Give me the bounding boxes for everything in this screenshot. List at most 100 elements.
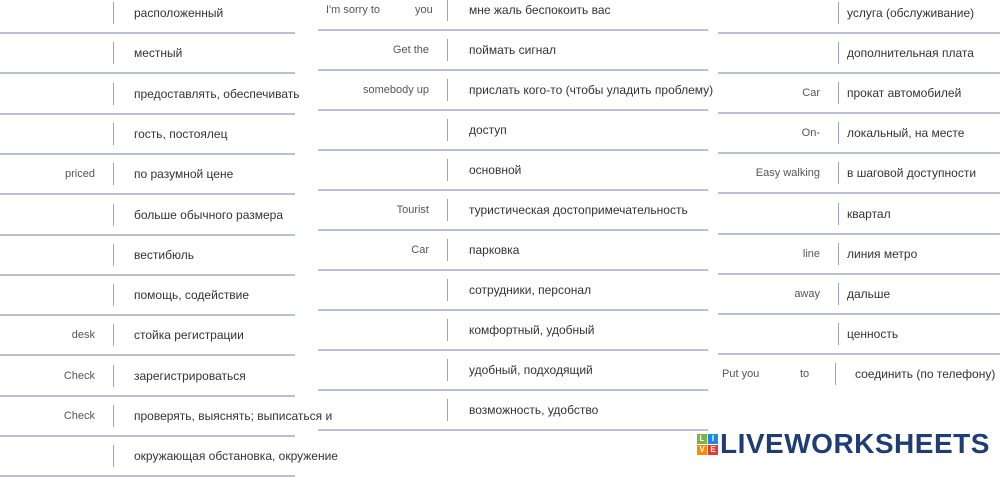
- russian-translation: гость, постоялец: [134, 126, 228, 141]
- answer-drop-area[interactable]: [0, 275, 111, 315]
- answer-drop-area[interactable]: [318, 150, 445, 190]
- row-separator: [718, 192, 1000, 195]
- divider: [838, 42, 839, 65]
- answer-drop-area[interactable]: [718, 33, 836, 73]
- divider: [447, 239, 448, 261]
- russian-translation: предоставлять, обеспечивать: [134, 86, 300, 101]
- answer-drop-area[interactable]: [0, 114, 111, 154]
- match-row: Check проверять, выяснять; выписаться и: [0, 396, 332, 437]
- match-row: возможность, удобство: [318, 390, 708, 431]
- row-separator: [318, 389, 708, 391]
- divider: [447, 319, 448, 341]
- answer-drop-area[interactable]: [0, 33, 111, 73]
- english-phrase: Check: [63, 369, 95, 382]
- match-row: помощь, содействие: [0, 275, 295, 317]
- match-row: Put you to соединить (по телефону): [718, 354, 1000, 394]
- answer-drop-area[interactable]: [0, 235, 111, 275]
- row-separator: [0, 193, 295, 196]
- logo-tile: I: [708, 433, 718, 444]
- match-row: услуга (обслуживание): [718, 0, 1000, 34]
- divider: [113, 82, 114, 105]
- divider: [838, 162, 839, 185]
- answer-drop-area[interactable]: [318, 270, 445, 310]
- divider: [447, 199, 448, 221]
- match-row: Easy walking в шаговой доступности: [718, 153, 1000, 195]
- russian-translation: возможность, удобство: [469, 403, 599, 417]
- match-row: line линия метро: [718, 234, 1000, 275]
- match-row: местный: [0, 33, 295, 75]
- answer-drop-area[interactable]: [318, 350, 445, 390]
- russian-translation: ценность: [847, 326, 899, 341]
- divider: [113, 364, 114, 387]
- answer-drop-area[interactable]: [318, 310, 445, 350]
- match-row: сотрудники, персонал: [318, 270, 708, 311]
- russian-translation: в шаговой доступности: [847, 166, 977, 181]
- russian-translation: окружающая обстановка, окружение: [134, 449, 338, 464]
- russian-translation: удобный, подходящий: [469, 363, 593, 377]
- russian-translation: проверять, выяснять; выписаться и: [134, 409, 333, 423]
- divider: [113, 405, 114, 427]
- logo-tile: L: [697, 433, 707, 444]
- match-row: desk стойка регистрации: [0, 315, 295, 357]
- row-separator: [318, 109, 708, 111]
- logo-tiles-icon: L I V E: [697, 433, 718, 455]
- row-separator: [0, 314, 295, 317]
- match-row: On-локальный, на месте: [718, 113, 1000, 155]
- row-separator: [318, 29, 708, 31]
- row-separator: [318, 269, 708, 271]
- russian-translation: прислать кого-то (чтобы уладить проблему…: [469, 83, 714, 97]
- row-separator: [718, 152, 1000, 155]
- answer-drop-area[interactable]: [318, 390, 445, 430]
- divider: [838, 242, 839, 265]
- russian-translation: услуга (обслуживание): [847, 6, 975, 20]
- divider: [447, 0, 448, 21]
- divider: [447, 119, 448, 141]
- divider: [447, 279, 448, 301]
- russian-translation: местный: [134, 46, 183, 61]
- divider: [838, 282, 839, 305]
- russian-translation: туристическая достопримечательность: [469, 203, 688, 217]
- divider: [447, 79, 448, 101]
- english-phrase: On-: [801, 127, 820, 140]
- russian-translation: комфортный, удобный: [469, 323, 595, 337]
- answer-drop-area[interactable]: [718, 314, 836, 354]
- divider: [113, 203, 114, 226]
- divider: [838, 82, 839, 105]
- match-row: расположенный: [0, 0, 295, 34]
- divider: [113, 2, 114, 24]
- match-row: Car парковка: [318, 230, 708, 271]
- match-row: предоставлять, обеспечивать: [0, 74, 300, 115]
- row-separator: [718, 312, 1000, 315]
- match-row: Check зарегистрироваться: [0, 356, 295, 397]
- row-separator: [0, 273, 295, 276]
- russian-translation: парковка: [469, 243, 520, 257]
- russian-translation: мне жаль беспокоить вас: [469, 3, 611, 17]
- answer-drop-area[interactable]: [0, 0, 111, 33]
- liveworksheets-logo: L I V E LIVEWORKSHEETS: [697, 428, 990, 460]
- russian-translation: расположенный: [134, 6, 224, 20]
- english-phrase: Tourist: [396, 204, 429, 216]
- match-row: удобный, подходящий: [318, 350, 708, 391]
- russian-translation: соединить (по телефону): [855, 366, 996, 381]
- answer-drop-area[interactable]: [318, 110, 445, 150]
- row-separator: [0, 32, 295, 34]
- row-separator: [318, 309, 708, 311]
- answer-drop-area[interactable]: [0, 195, 111, 235]
- row-separator: [718, 272, 1000, 275]
- english-phrase: away: [794, 287, 820, 300]
- divider: [113, 243, 114, 266]
- divider: [447, 39, 448, 61]
- answer-drop-area[interactable]: [0, 436, 111, 476]
- row-separator: [318, 189, 708, 191]
- row-separator: [318, 69, 708, 71]
- answer-drop-area[interactable]: [718, 0, 836, 33]
- answer-drop-area[interactable]: [718, 194, 836, 234]
- english-suffix: to: [800, 367, 810, 380]
- row-separator: [0, 394, 295, 397]
- english-phrase: line: [802, 247, 820, 260]
- divider: [838, 122, 839, 145]
- answer-drop-area[interactable]: [0, 74, 111, 114]
- row-separator: [0, 112, 295, 115]
- russian-translation: дальше: [847, 286, 891, 301]
- russian-translation: дополнительная плата: [847, 46, 974, 61]
